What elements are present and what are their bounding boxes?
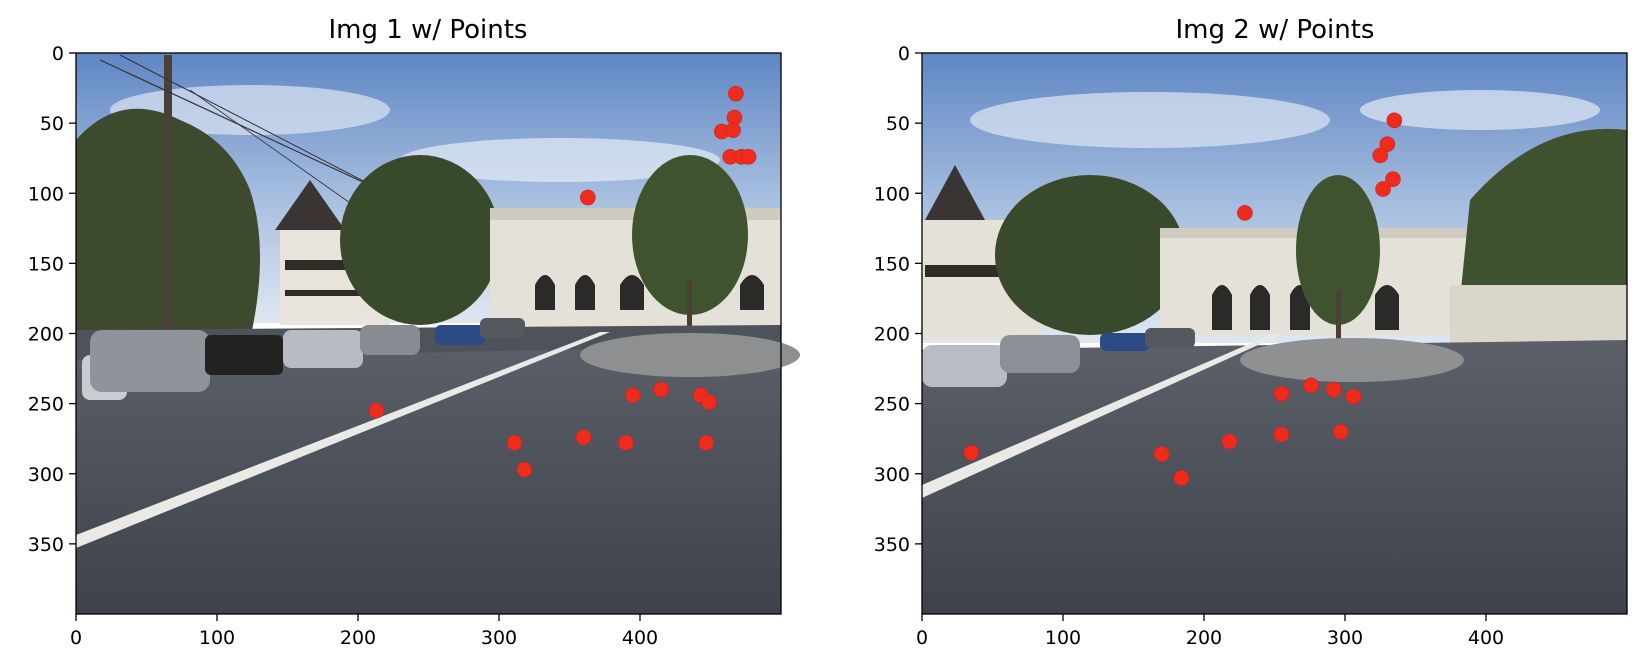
x-tick-label: 200 [1186,627,1222,649]
photo-background [922,53,1627,614]
data-point [575,429,592,446]
data-point [1386,112,1403,129]
data-point [1385,171,1401,188]
data-point [1345,388,1362,405]
points-layer [368,85,757,478]
y-tick-label: 200 [28,324,64,346]
y-tick-label: 150 [874,253,910,275]
x-tick-label: 0 [916,627,928,649]
x-tick-label: 400 [622,627,658,649]
data-point [698,435,715,451]
data-point [963,444,980,461]
x-tick-label: 300 [481,627,517,649]
y-tick-label: 250 [874,394,910,416]
data-point [1237,205,1253,221]
y-tick-label: 100 [874,183,910,205]
data-point [580,189,596,206]
data-point [1325,381,1342,398]
data-point [1273,426,1290,443]
data-point [506,435,523,451]
y-tick-label: 0 [898,43,910,65]
x-tick-label: 200 [340,627,376,649]
x-tick-label: 100 [1045,627,1081,649]
y-tick-label: 250 [28,394,64,416]
x-tick-label: 100 [199,627,235,649]
y-tick-label: 350 [874,534,910,556]
data-point [701,394,717,411]
photo-background [76,53,800,614]
y-tick-label: 50 [886,113,910,135]
data-point [653,381,669,398]
points-layer [963,112,1403,486]
data-point [1375,181,1391,197]
data-point [368,402,385,419]
data-point [740,148,757,165]
y-tick-label: 300 [28,464,64,486]
x-tick-label: 300 [1327,627,1363,649]
data-point [1332,423,1349,440]
data-point [728,85,744,102]
y-tick-label: 350 [28,534,64,556]
y-tick-label: 300 [874,464,910,486]
data-point [1153,446,1170,462]
data-point [1379,136,1396,152]
chart-title: Img 2 w/ Points [1176,15,1375,45]
x-tick-label: 0 [70,627,82,649]
subplot-img2: Img 2 w/ Points [874,15,1628,649]
data-point [516,461,533,478]
chart-title: Img 1 w/ Points [329,15,528,45]
data-point [725,122,741,138]
data-point [1221,433,1238,450]
y-tick-label: 200 [874,324,910,346]
data-point [1173,470,1190,486]
y-tick-label: 50 [40,113,64,135]
y-axis: 0 50 100 150 200 250 300 350 [874,43,922,556]
y-axis: 0 50 100 150 200 250 300 350 [28,43,76,556]
data-point [1273,386,1290,402]
x-axis: 0 100 200 300 400 [916,614,1504,649]
data-point [1372,147,1389,164]
data-point [1303,377,1319,394]
x-axis: 0 100 200 300 400 [70,614,658,649]
y-tick-label: 100 [28,183,64,205]
x-tick-label: 400 [1468,627,1504,649]
data-point [625,387,641,404]
y-tick-label: 150 [28,253,64,275]
subplot-img1: Img 1 w/ Points [28,15,800,649]
y-tick-label: 0 [52,43,64,65]
data-point [618,435,634,451]
